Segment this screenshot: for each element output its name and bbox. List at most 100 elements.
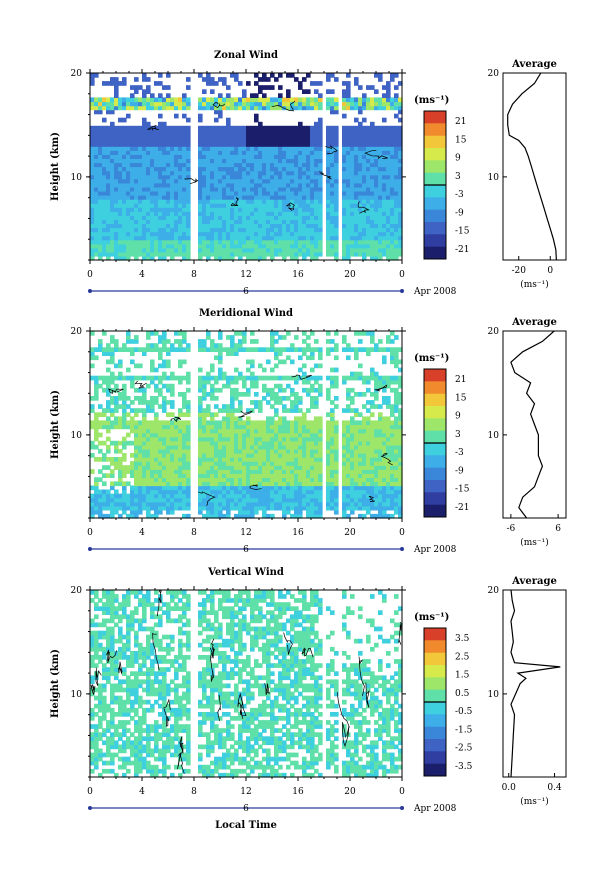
field-cell — [198, 420, 203, 426]
field-cell — [390, 77, 395, 82]
field-cell — [226, 477, 231, 482]
field-cell — [122, 412, 127, 417]
field-cell — [250, 190, 255, 196]
field-cell — [202, 186, 207, 192]
field-cell — [110, 182, 115, 188]
field-cell — [274, 497, 279, 503]
field-cell — [382, 440, 387, 446]
field-cell — [150, 379, 155, 385]
field-cell — [314, 101, 319, 107]
field-cell — [350, 448, 355, 454]
field-cell — [102, 251, 107, 257]
field-cell — [330, 170, 335, 176]
field-cell — [218, 125, 223, 131]
field-cell — [394, 509, 399, 515]
field-cell — [366, 501, 371, 507]
field-cell — [106, 199, 111, 204]
field-cell — [206, 481, 211, 487]
field-cell — [138, 448, 143, 454]
field-cell — [386, 199, 391, 204]
field-cell — [102, 207, 107, 212]
field-cell — [102, 199, 107, 204]
field-cell — [246, 485, 251, 491]
field-cell — [294, 231, 299, 237]
field-cell — [282, 420, 287, 426]
field-cell — [270, 469, 275, 474]
field-cell — [266, 239, 271, 245]
field-cell — [158, 142, 163, 147]
field-cell — [206, 182, 211, 188]
field-cell — [258, 440, 263, 446]
field-cell — [366, 509, 371, 515]
field-cell — [226, 408, 231, 413]
field-cell — [382, 199, 387, 204]
field-cell — [158, 469, 163, 474]
field-cell — [98, 223, 103, 229]
field-cell — [170, 375, 175, 381]
field-cell — [366, 154, 371, 159]
field-cell — [398, 170, 403, 176]
field-cell — [206, 485, 211, 491]
field-cell — [378, 477, 383, 482]
field-cell — [386, 142, 391, 147]
field-cell — [126, 170, 131, 176]
field-cell — [178, 420, 183, 426]
field-cell — [358, 501, 363, 507]
field-cell — [266, 178, 271, 184]
field-cell — [262, 97, 267, 103]
field-cell — [302, 125, 307, 131]
field-cell — [350, 125, 355, 131]
field-cell — [286, 223, 291, 229]
field-cell — [262, 387, 267, 393]
field-cell — [290, 154, 295, 159]
field-cell — [158, 215, 163, 220]
field-cell — [366, 420, 371, 426]
field-cell — [298, 505, 303, 511]
field-cell — [182, 501, 187, 507]
field-cell — [114, 227, 119, 233]
field-cell — [302, 190, 307, 196]
field-cell — [206, 404, 211, 409]
field-cell — [382, 481, 387, 487]
field-cell — [286, 142, 291, 147]
field-cell — [242, 481, 247, 487]
field-cell — [258, 170, 263, 176]
field-cell — [278, 505, 283, 511]
field-cell — [398, 105, 403, 111]
field-cell — [246, 166, 251, 172]
field-cell — [266, 97, 271, 103]
field-cell — [258, 243, 263, 249]
field-cell — [230, 444, 235, 450]
field-cell — [298, 473, 303, 478]
field-cell — [302, 481, 307, 487]
field-cell — [226, 174, 231, 180]
field-cell — [306, 101, 311, 107]
field-cell — [166, 509, 171, 515]
field-cell — [178, 457, 183, 462]
field-cell — [214, 162, 219, 168]
field-cell — [346, 396, 351, 401]
field-cell — [218, 481, 223, 487]
field-cell — [266, 125, 271, 131]
field-cell — [154, 227, 159, 233]
field-cell — [154, 481, 159, 487]
field-cell — [114, 497, 119, 503]
field-cell — [374, 379, 379, 385]
field-cell — [174, 154, 179, 159]
field-cell — [142, 465, 147, 470]
field-cell — [234, 150, 239, 155]
field-cell — [378, 223, 383, 229]
field-cell — [90, 444, 95, 450]
field-cell — [398, 383, 403, 389]
field-cell — [290, 420, 295, 426]
field-cell — [390, 146, 395, 151]
field-cell — [242, 444, 247, 450]
field-cell — [274, 142, 279, 147]
field-cell — [250, 125, 255, 131]
field-cell — [238, 81, 243, 86]
field-cell — [378, 215, 383, 220]
field-cell — [306, 142, 311, 147]
field-cell — [294, 501, 299, 507]
field-cell — [202, 138, 207, 143]
field-cell — [150, 432, 155, 438]
